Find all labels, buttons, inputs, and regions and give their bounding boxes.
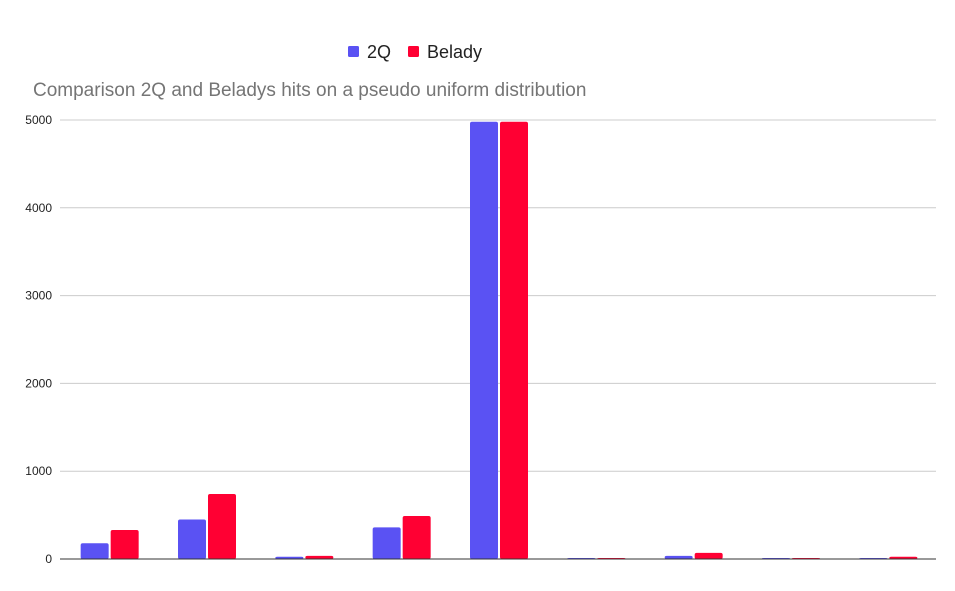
y-axis-tick-labels: 0 1000 2000 3000 4000 5000 bbox=[25, 113, 52, 566]
bar-belady-9 bbox=[889, 556, 918, 559]
bar-2q-1 bbox=[80, 543, 109, 559]
legend-swatch-belady bbox=[408, 46, 419, 57]
bar-belady-7 bbox=[694, 552, 723, 559]
legend-label-belady: Belady bbox=[427, 42, 482, 62]
y-tick-label: 5000 bbox=[25, 113, 52, 127]
bar-2q-4 bbox=[372, 527, 401, 559]
chart-title: Comparison 2Q and Beladys hits on a pseu… bbox=[33, 80, 586, 101]
bar-2q-7 bbox=[664, 555, 693, 559]
y-tick-label: 4000 bbox=[25, 201, 52, 215]
bar-belady-2 bbox=[208, 494, 236, 559]
bar-belady-1 bbox=[110, 530, 139, 559]
legend-label-2q: 2Q bbox=[367, 42, 391, 62]
bar-belady-4 bbox=[402, 515, 431, 559]
y-tick-label: 2000 bbox=[25, 376, 52, 390]
bar-belady-5 bbox=[500, 121, 528, 560]
legend-swatch-2q bbox=[348, 46, 359, 57]
bar-2q-3 bbox=[275, 556, 304, 559]
bars bbox=[80, 121, 918, 560]
bar-belady-3 bbox=[305, 555, 334, 559]
y-tick-label: 3000 bbox=[25, 289, 52, 303]
y-tick-label: 1000 bbox=[25, 464, 52, 478]
bar-2q-5 bbox=[470, 121, 498, 560]
y-tick-label: 0 bbox=[45, 552, 52, 566]
chart-legend: 2Q Belady bbox=[348, 42, 482, 62]
bar-2q-2 bbox=[178, 519, 206, 559]
